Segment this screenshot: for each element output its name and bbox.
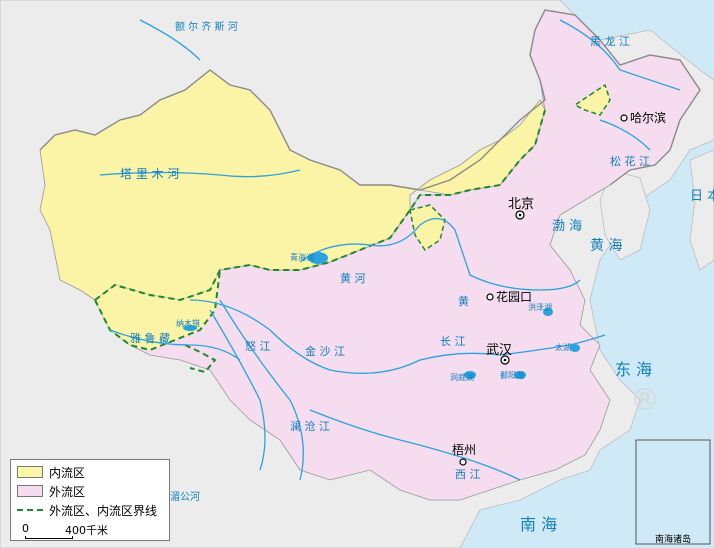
- label-mekong: 湄公河: [170, 491, 200, 503]
- lake-dongting: [464, 371, 476, 379]
- label-huanghai: 黄 海: [590, 237, 622, 254]
- label-xijiang: 西 江: [455, 468, 481, 481]
- label-ribenhai: 日 本 海: [690, 189, 714, 204]
- legend-label-inland: 内流区: [49, 465, 86, 480]
- label-tarim: 塔 里 木 河: [120, 167, 179, 181]
- legend-row-exorheic: 外流区: [17, 483, 85, 499]
- inland-northeast: [573, 83, 611, 116]
- inland-ordos: [409, 204, 446, 252]
- label-yellow-river2: 黄: [458, 294, 469, 308]
- river-nujiang: [209, 309, 266, 471]
- japan-land: [689, 149, 714, 271]
- nanhai-inset: [635, 439, 711, 545]
- river-ejisi: [139, 19, 201, 61]
- label-hongze: 洪泽湖: [528, 302, 552, 312]
- scale-bar: 0 400千米: [17, 522, 167, 540]
- city-huayuankou-label: 花园口: [496, 289, 532, 304]
- lake-hongze: [543, 308, 553, 316]
- label-bohai: 渤 海: [552, 218, 582, 234]
- label-qinghaihu: 青海湖: [290, 252, 314, 262]
- watermark-registered: ®: [630, 383, 660, 418]
- city-wuzhou-label: 梧州: [452, 442, 476, 457]
- scale-zero-label: 0: [22, 522, 29, 535]
- nanhai-inset-label: 南海诸岛: [655, 533, 691, 545]
- label-namucuo: 纳木错: [176, 318, 200, 328]
- label-nanhai: 南 海: [520, 515, 557, 534]
- lake-namucuo: [183, 325, 197, 331]
- legend-swatch-exorheic: [17, 485, 43, 497]
- label-yarlung: 雅 鲁 藏: [130, 331, 170, 345]
- basin-boundary-south: [184, 344, 217, 374]
- korea-land: [599, 169, 651, 261]
- city-beijing: 北京: [508, 197, 534, 220]
- label-heilong: 黑 龙 江: [590, 35, 630, 48]
- label-lancang: 澜 沧 江: [290, 419, 330, 433]
- label-jinsha: 金 沙 江: [305, 344, 345, 358]
- river-xijiang: [309, 409, 521, 481]
- map-legend: 内流区 外流区 外流区、内流区界线 0 400千米: [10, 459, 170, 541]
- legend-label-boundary: 外流区、内流区界线: [49, 503, 158, 518]
- river-network: [99, 19, 681, 481]
- legend-line-boundary: [17, 509, 43, 511]
- lake-qinghai: [308, 252, 328, 264]
- basin-boundary-line: [94, 109, 546, 302]
- river-lancang: [219, 299, 304, 481]
- label-yangtze: 长 江: [440, 335, 466, 348]
- label-nujiang: 怒 江: [245, 339, 271, 353]
- country-outline: [39, 9, 701, 191]
- river-heilong: [559, 19, 681, 91]
- city-huayuankou: 花园口: [486, 289, 532, 304]
- river-yarlung: [109, 329, 241, 361]
- legend-row-boundary: 外流区、内流区界线: [17, 502, 157, 518]
- scale-max-label: 400千米: [65, 524, 108, 537]
- river-yangtze: [189, 299, 606, 374]
- river-songhua: [599, 119, 651, 151]
- label-dongting: 洞庭湖: [450, 372, 474, 382]
- lake-taihu: [570, 344, 580, 352]
- label-taihu: 太湖: [555, 342, 571, 352]
- city-harbin: 哈尔滨: [620, 110, 666, 125]
- label-ejisi: 额 尔 齐 斯 河: [175, 20, 238, 33]
- city-wuhan: 武汉: [486, 343, 512, 365]
- city-beijing-label: 北京: [508, 197, 534, 212]
- label-yellow-river: 黄 河: [340, 271, 366, 285]
- legend-swatch-inland: [17, 466, 43, 478]
- lake-poyang: [514, 371, 526, 379]
- label-songhua: 松 花 江: [610, 154, 650, 168]
- legend-row-inland: 内流区: [17, 464, 85, 480]
- city-wuhan-label: 武汉: [486, 343, 512, 358]
- label-poyang: 鄱阳湖: [500, 371, 524, 380]
- river-tarim: [99, 169, 301, 178]
- city-wuzhou: 梧州: [452, 442, 476, 466]
- label-donghai: 东 海: [615, 360, 652, 379]
- river-yellow: [299, 218, 581, 291]
- scale-line: [25, 536, 73, 539]
- city-harbin-label: 哈尔滨: [630, 110, 666, 125]
- legend-label-exorheic: 外流区: [49, 484, 86, 499]
